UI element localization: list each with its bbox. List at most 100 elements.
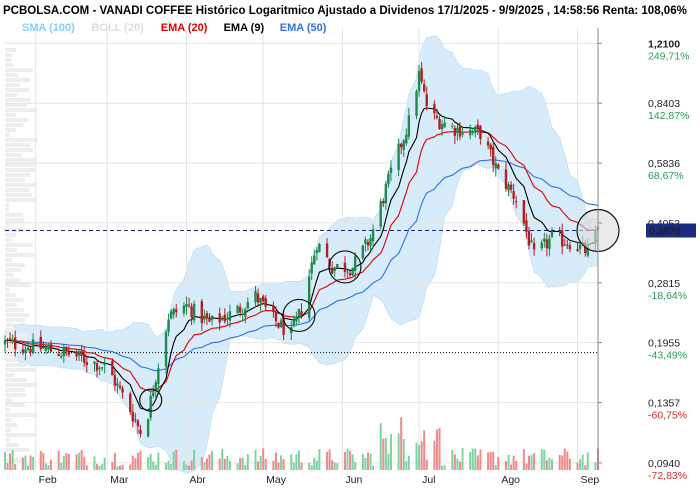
pct-tick-label: -72,83% [648, 470, 687, 482]
pct-tick-label: 142,87% [648, 110, 689, 122]
volume-bar [208, 454, 211, 470]
volume-profile-bar [5, 378, 27, 382]
volume-bar [295, 454, 298, 470]
volume-bar [246, 453, 249, 470]
candle-body [8, 338, 12, 341]
candle-body [425, 94, 428, 107]
volume-bar [136, 452, 139, 470]
candle-body [371, 229, 375, 242]
candle-body [507, 184, 510, 191]
volume-bar [548, 457, 551, 470]
price-tick-label: 0,1357 [648, 398, 680, 410]
volume-profile-bar [5, 113, 16, 117]
volume-profile-bar [5, 278, 21, 282]
candle-body [14, 337, 17, 350]
volume-bar [545, 460, 548, 470]
volume-bar [533, 453, 536, 470]
volume-profile-bar [5, 418, 12, 422]
circle-marker [282, 298, 316, 333]
volume-bar [228, 461, 231, 470]
candle-body [550, 231, 554, 237]
volume-profile-bar [5, 443, 19, 447]
volume-bar [60, 462, 63, 470]
candle-body [387, 173, 390, 185]
volume-bar [579, 458, 582, 470]
volume-bar [190, 460, 193, 470]
volume-bar [297, 450, 300, 470]
candle-body [561, 230, 564, 247]
candle-body [157, 368, 160, 384]
grid-lines [5, 28, 598, 470]
volume-bar [96, 463, 99, 470]
candle-body [476, 124, 480, 128]
candle-body [300, 311, 303, 316]
legend: SMA (100) BOLL (20) EMA (20) EMA (9) EMA (50… [22, 22, 327, 34]
volume-bar [264, 458, 267, 470]
volume-profile-bar [5, 78, 31, 82]
candle-body [292, 320, 296, 327]
volume-profile-bar [5, 93, 18, 97]
month-label: Ago [501, 474, 520, 486]
volume-profile-bar [5, 373, 14, 377]
candle-body [80, 351, 83, 356]
volume-profile-bar [5, 448, 30, 452]
volume-bar [205, 458, 208, 470]
candle-body [31, 339, 35, 353]
candle-body [558, 230, 561, 233]
candle-body [568, 245, 572, 250]
candle-body [453, 128, 457, 136]
volume-bar [366, 452, 369, 470]
candle-body [205, 313, 209, 319]
candle-body [348, 273, 352, 276]
month-label: Feb [39, 474, 57, 486]
price-tick-label: 1,2100 [648, 38, 680, 50]
price-tick-label: 0,5836 [648, 158, 680, 170]
volume-bar [134, 458, 137, 470]
volume-bar [346, 448, 349, 470]
candle-body [313, 255, 316, 265]
volume-bar [415, 442, 418, 470]
volume-bar [384, 437, 387, 470]
candle-body [203, 315, 206, 320]
volume-bar [372, 465, 375, 470]
candle-body [98, 367, 101, 369]
candle-body [405, 134, 408, 144]
volume-bar [474, 448, 477, 470]
candle-body [543, 238, 546, 242]
volume-bar [504, 461, 507, 470]
candle-body [26, 347, 30, 351]
volume-bar [561, 455, 564, 470]
volume-bar [282, 459, 285, 470]
candle-body [379, 201, 382, 227]
candle-body [139, 429, 142, 435]
volume-profile-bar [5, 458, 27, 462]
volume-bar [236, 463, 239, 470]
volume-profile-bar [5, 293, 16, 297]
circle-marker [139, 388, 163, 412]
month-label: May [266, 474, 287, 486]
candle-body [399, 143, 403, 148]
volume-bar [67, 453, 70, 470]
volume-profile-bar [5, 163, 35, 167]
volume-bar [101, 464, 104, 470]
candle-body [566, 244, 569, 246]
month-axis: Feb Mar Abr May Jun Jul Ago Sep [39, 474, 600, 486]
candle-body [402, 140, 405, 151]
volume-bar [326, 451, 329, 470]
candle-body [131, 411, 135, 422]
candle-body [471, 130, 474, 133]
volume-bar [27, 465, 30, 470]
candle-body [530, 240, 533, 243]
candle-body [164, 331, 168, 367]
candle-body [333, 267, 336, 271]
candle-body [397, 143, 400, 171]
volume-bar [310, 465, 313, 470]
volume-bar [584, 465, 587, 470]
volume-bar [418, 444, 421, 470]
volume-bar [98, 465, 101, 470]
candle-body [366, 242, 370, 246]
volume-bar [200, 457, 203, 470]
volume-profile-bar [5, 403, 25, 407]
volume-bar [351, 454, 354, 470]
volume-bar [149, 453, 152, 470]
